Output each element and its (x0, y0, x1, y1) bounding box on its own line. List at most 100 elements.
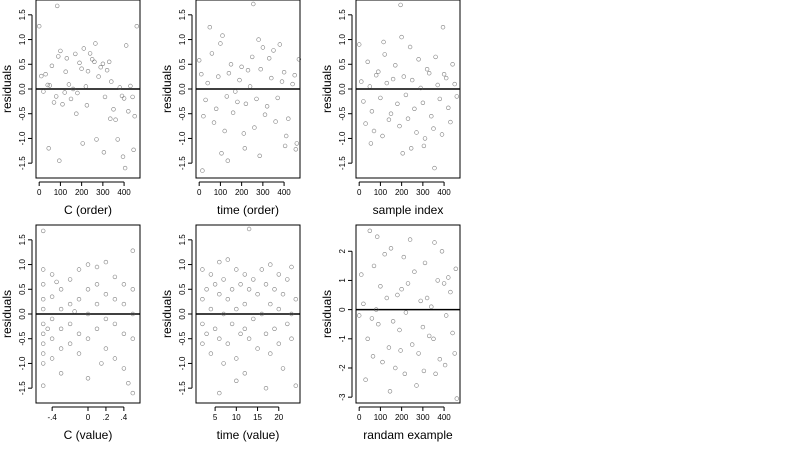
data-point (200, 267, 205, 272)
data-point (120, 154, 126, 159)
data-point (85, 376, 91, 381)
x-axis: 0 100 200 300 400 (357, 406, 451, 422)
data-point (258, 66, 263, 72)
y-tick-label: 0.0 (338, 83, 347, 95)
data-point (109, 79, 114, 84)
data-point (62, 90, 67, 95)
data-point (123, 43, 129, 48)
data-point (386, 345, 392, 350)
data-point (393, 365, 398, 371)
data-point (416, 351, 421, 356)
data-point (70, 86, 76, 92)
data-point (49, 356, 55, 361)
data-point (402, 371, 407, 376)
data-point (40, 383, 46, 388)
y-tick-label: 0.5 (18, 58, 27, 70)
data-point (68, 96, 74, 102)
x-axis: -.4 0 .2 .4 (47, 406, 128, 422)
data-point (103, 346, 109, 351)
x-axis-label: C (order) (64, 203, 112, 217)
data-point (200, 321, 205, 327)
data-point (85, 68, 91, 74)
data-point (386, 117, 392, 122)
data-point (272, 287, 277, 292)
y-axis-label: residuals (160, 65, 174, 113)
data-point (276, 341, 281, 346)
data-point (77, 60, 82, 65)
x-axis-label: randam example (363, 428, 453, 442)
data-point (296, 57, 302, 62)
data-point (112, 297, 118, 302)
y-axis-label: residuals (160, 290, 174, 338)
y-axis: -1.5 -1.0 -0.5 0.0 0.5 1.0 1.5 (338, 9, 353, 170)
x-axis: 0 100 200 300 400 (37, 181, 131, 197)
data-point (370, 354, 376, 359)
y-axis-label: residuals (0, 290, 14, 338)
data-point (414, 130, 419, 135)
data-point (217, 336, 222, 341)
panel-c-order: 0 100 200 300 400 -1.5 -1.0 -0.5 0.0 0.5 1.0 1.5 C… (0, 0, 141, 217)
data-point (429, 304, 434, 309)
data-point (113, 117, 118, 122)
data-point (410, 342, 415, 347)
data-point (40, 331, 46, 336)
y-tick-label: -1.0 (18, 131, 27, 145)
data-point (102, 94, 108, 100)
y-tick-label: 0 (338, 307, 347, 312)
data-point (208, 351, 214, 356)
data-point (397, 123, 402, 129)
data-point (390, 76, 396, 82)
data-point (442, 362, 448, 368)
x-tick-label: 0 (357, 188, 362, 197)
data-point (112, 356, 118, 361)
y-tick-label: 2 (338, 248, 347, 253)
data-point (398, 2, 403, 8)
y-tick-label: 1.0 (18, 258, 27, 270)
data-point (217, 390, 222, 396)
data-point (76, 267, 82, 272)
data-point (293, 147, 298, 152)
data-point (75, 90, 80, 96)
x-tick-label: 300 (416, 188, 430, 197)
y-tick-label: 0.0 (18, 83, 27, 95)
data-point (241, 131, 247, 136)
data-point (280, 366, 286, 371)
x-tick-label: 0 (86, 413, 91, 422)
x-tick-label: 200 (75, 188, 89, 197)
data-point (433, 54, 438, 60)
data-point (45, 82, 50, 88)
data-point (397, 327, 402, 333)
data-point (101, 150, 107, 155)
data-point (363, 377, 368, 382)
data-point (403, 92, 409, 98)
data-point (259, 311, 264, 317)
data-point (400, 151, 405, 156)
data-point (81, 46, 87, 51)
data-point (251, 316, 256, 322)
data-point (418, 85, 423, 91)
data-point (437, 96, 442, 102)
data-point (448, 289, 453, 295)
data-point (66, 82, 72, 87)
data-point (450, 330, 455, 336)
data-point (49, 63, 55, 69)
data-point (209, 51, 215, 56)
panel-sample-index: 0 100 200 300 400 -1.5 -1.0 -0.5 0.0 0.5 1.0 1.5 s… (320, 0, 461, 217)
y-tick-label: 1.0 (178, 33, 187, 45)
data-point (84, 103, 90, 108)
data-point (292, 72, 297, 78)
data-point (279, 79, 285, 84)
data-point (208, 272, 214, 277)
x-tick-label: .4 (121, 413, 128, 422)
data-point (41, 89, 46, 94)
data-point (99, 361, 104, 366)
data-point (276, 306, 281, 312)
data-point (246, 336, 252, 341)
data-point (237, 77, 242, 83)
data-point (234, 267, 239, 272)
data-point (238, 282, 243, 287)
data-point (117, 85, 123, 90)
data-point (58, 371, 64, 376)
data-point (446, 105, 451, 111)
data-point (453, 266, 458, 271)
